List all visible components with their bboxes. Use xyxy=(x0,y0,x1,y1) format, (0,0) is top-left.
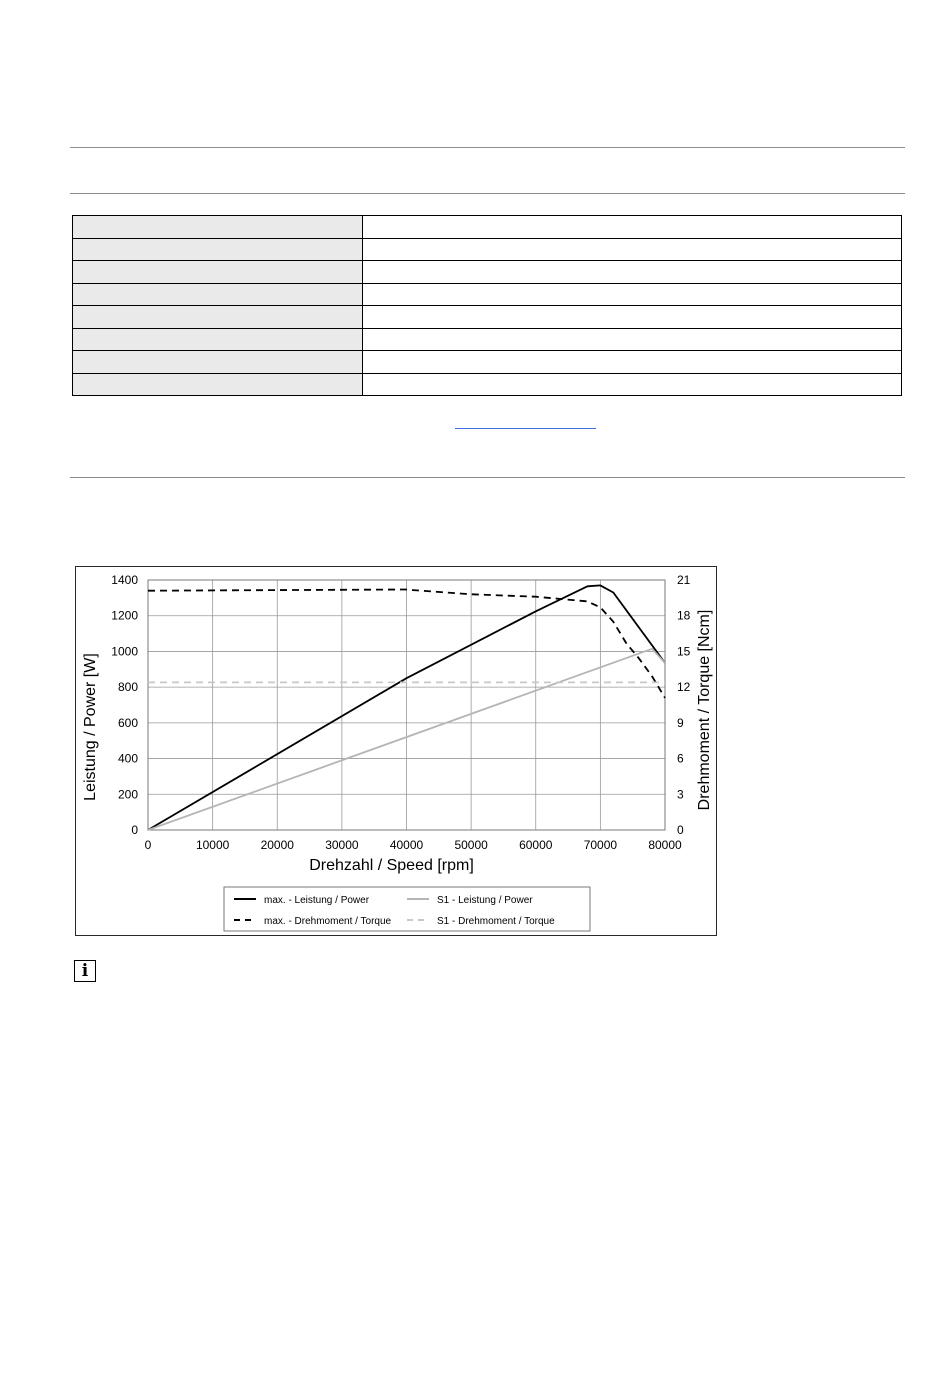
y2-tick-label: 9 xyxy=(677,716,684,730)
table-cell-value xyxy=(362,260,902,284)
table-cell-key xyxy=(72,327,363,351)
x-tick-label: 0 xyxy=(145,838,152,852)
legend-label-3: S1 - Drehmoment / Torque xyxy=(437,916,555,927)
x-tick-label: 60000 xyxy=(519,838,553,852)
legend-label-0: max. - Leistung / Power xyxy=(264,895,370,906)
x-tick-label: 10000 xyxy=(196,838,230,852)
spec-table xyxy=(72,215,902,396)
power-torque-chart: 0 10000 20000 30000 40000 50000 60000 70000 8000… xyxy=(82,573,713,932)
table-cell-value xyxy=(362,215,902,239)
y2-tick-label: 18 xyxy=(677,609,691,623)
x-tick-label: 50000 xyxy=(454,838,488,852)
y-axis-title: Leistung / Power [W] xyxy=(82,653,99,801)
legend-label-1: S1 - Leistung / Power xyxy=(437,895,533,906)
table-row xyxy=(72,215,902,239)
table-cell-key xyxy=(72,260,363,284)
table-row xyxy=(72,260,902,284)
plot-area-border xyxy=(147,579,666,831)
table-cell-value xyxy=(362,372,902,396)
info-icon-glyph: i xyxy=(81,960,89,981)
y-tick-label: 1000 xyxy=(111,644,138,658)
series-line-0 xyxy=(147,584,666,831)
x-tick-label: 80000 xyxy=(648,838,682,852)
y-tick-label: 200 xyxy=(118,787,138,801)
table-row xyxy=(72,305,902,329)
top-rule xyxy=(70,147,905,148)
table-cell-key xyxy=(72,282,363,306)
x-axis-title: Drehzahl / Speed [rpm] xyxy=(309,857,474,874)
table-cell-value xyxy=(362,237,902,261)
table-row xyxy=(72,372,902,396)
table-cell-key xyxy=(72,237,363,261)
table-cell-key xyxy=(72,350,363,374)
info-icon: i xyxy=(74,960,96,982)
chart-frame: 0 10000 20000 30000 40000 50000 60000 70000 8000… xyxy=(75,566,717,936)
x-tick-label: 70000 xyxy=(584,838,618,852)
table-row xyxy=(72,237,902,261)
y-tick-label: 800 xyxy=(118,680,138,694)
table-cell-value xyxy=(362,305,902,329)
table-row xyxy=(72,327,902,351)
y-tick-label: 1400 xyxy=(111,573,138,587)
y2-tick-label: 0 xyxy=(677,823,684,837)
y-tick-label: 600 xyxy=(118,716,138,730)
y2-tick-label: 6 xyxy=(677,752,684,766)
table-cell-key xyxy=(72,215,363,239)
y2-tick-label: 15 xyxy=(677,644,691,658)
y2-axis-title: Drehmoment / Torque [Ncm] xyxy=(696,610,713,811)
section-rule xyxy=(70,193,905,194)
table-cell-key xyxy=(72,372,363,396)
y-tick-label: 0 xyxy=(131,823,138,837)
y-tick-label: 400 xyxy=(118,752,138,766)
table-cell-key xyxy=(72,305,363,329)
y-tick-label: 1200 xyxy=(111,609,138,623)
series-line-2 xyxy=(147,588,666,699)
hyperlink[interactable] xyxy=(455,428,596,429)
y2-tick-label: 21 xyxy=(677,573,691,587)
table-row xyxy=(72,282,902,306)
chart-section-rule xyxy=(70,477,905,478)
y2-tick-label: 3 xyxy=(677,787,684,801)
y2-tick-label: 12 xyxy=(677,680,691,694)
table-cell-value xyxy=(362,327,902,351)
x-tick-label: 40000 xyxy=(390,838,424,852)
x-tick-label: 30000 xyxy=(325,838,359,852)
legend-label-2: max. - Drehmoment / Torque xyxy=(264,916,392,927)
table-row xyxy=(72,350,902,374)
series-line-1 xyxy=(147,647,666,831)
x-tick-label: 20000 xyxy=(261,838,295,852)
legend-box xyxy=(223,886,591,932)
table-cell-value xyxy=(362,282,902,306)
table-cell-value xyxy=(362,350,902,374)
